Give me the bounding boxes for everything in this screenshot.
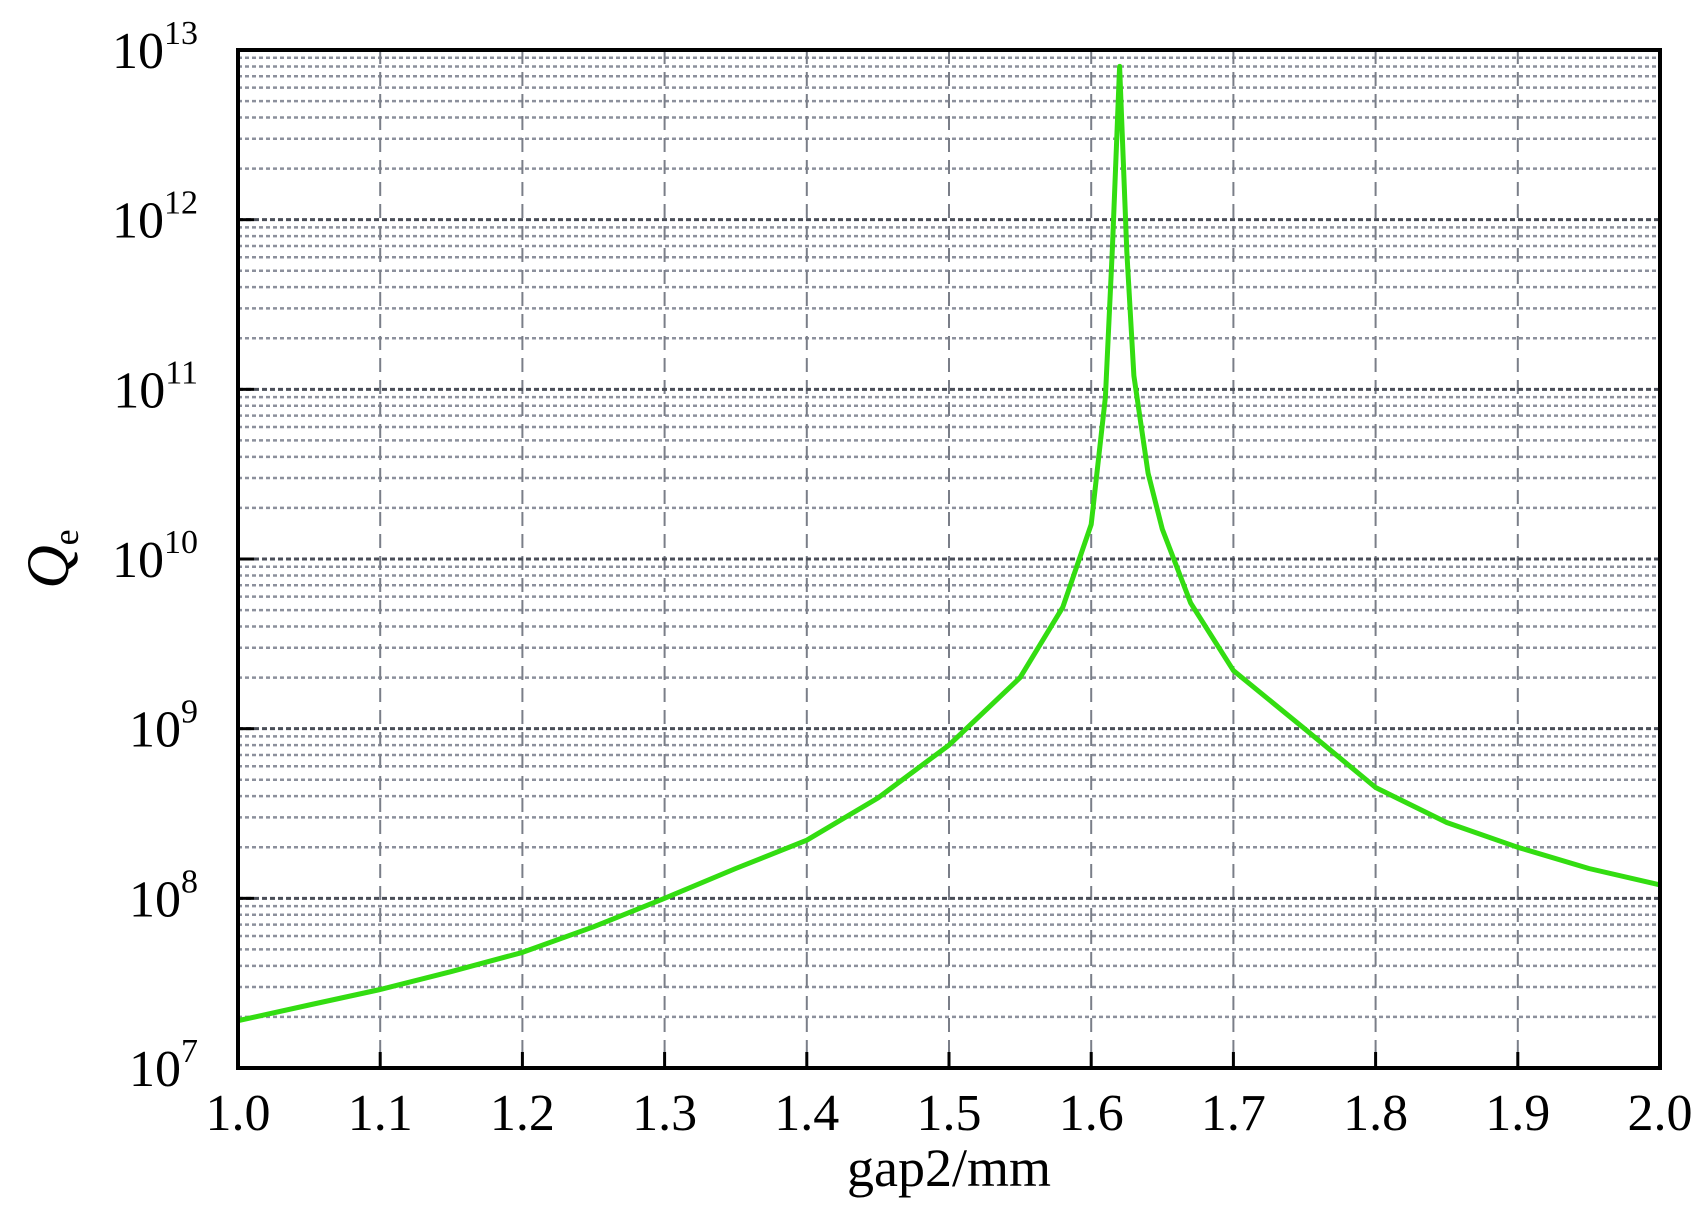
x-tick-label: 1.7 — [1201, 1085, 1266, 1142]
x-tick-label: 1.2 — [490, 1085, 555, 1142]
x-axis-title: gap2/mm — [847, 1138, 1051, 1198]
x-tick-label: 1.8 — [1343, 1085, 1408, 1142]
y-tick-label: 1012 — [112, 185, 198, 250]
x-tick-label: 1.4 — [774, 1085, 839, 1142]
y-axis-title: Qe — [15, 529, 86, 588]
x-tick-label: 2.0 — [1628, 1085, 1693, 1142]
y-axis-title-main: Q — [15, 545, 81, 588]
x-tick-label: 1.5 — [917, 1085, 982, 1142]
y-tick-label: 1013 — [112, 15, 198, 80]
y-tick-label: 1010 — [112, 524, 198, 589]
series-layer — [238, 63, 1660, 1024]
major-grid — [238, 50, 1660, 1068]
y-tick-labels: 107 108 109 1010 1011 1012 1013 — [112, 15, 198, 1098]
x-tick-label: 1.1 — [348, 1085, 413, 1142]
y-axis-title-subscript: e — [46, 529, 86, 545]
y-tick-label: 108 — [129, 863, 198, 928]
y-tick-label: 1011 — [113, 354, 198, 419]
x-tick-label: 1.3 — [632, 1085, 697, 1142]
x-tick-label: 1.6 — [1059, 1085, 1124, 1142]
x-tick-labels: 1.0 1.1 1.2 1.3 1.4 1.5 1.6 1.7 1.8 1.9 2.0 — [206, 1085, 1693, 1142]
x-tick-label: 1.9 — [1485, 1085, 1550, 1142]
axis-ticks — [236, 48, 1662, 1070]
y-tick-label: 109 — [129, 694, 198, 759]
x-tick-label: 1.0 — [206, 1085, 271, 1142]
y-tick-label: 107 — [129, 1033, 198, 1098]
series-line — [238, 63, 1660, 1024]
